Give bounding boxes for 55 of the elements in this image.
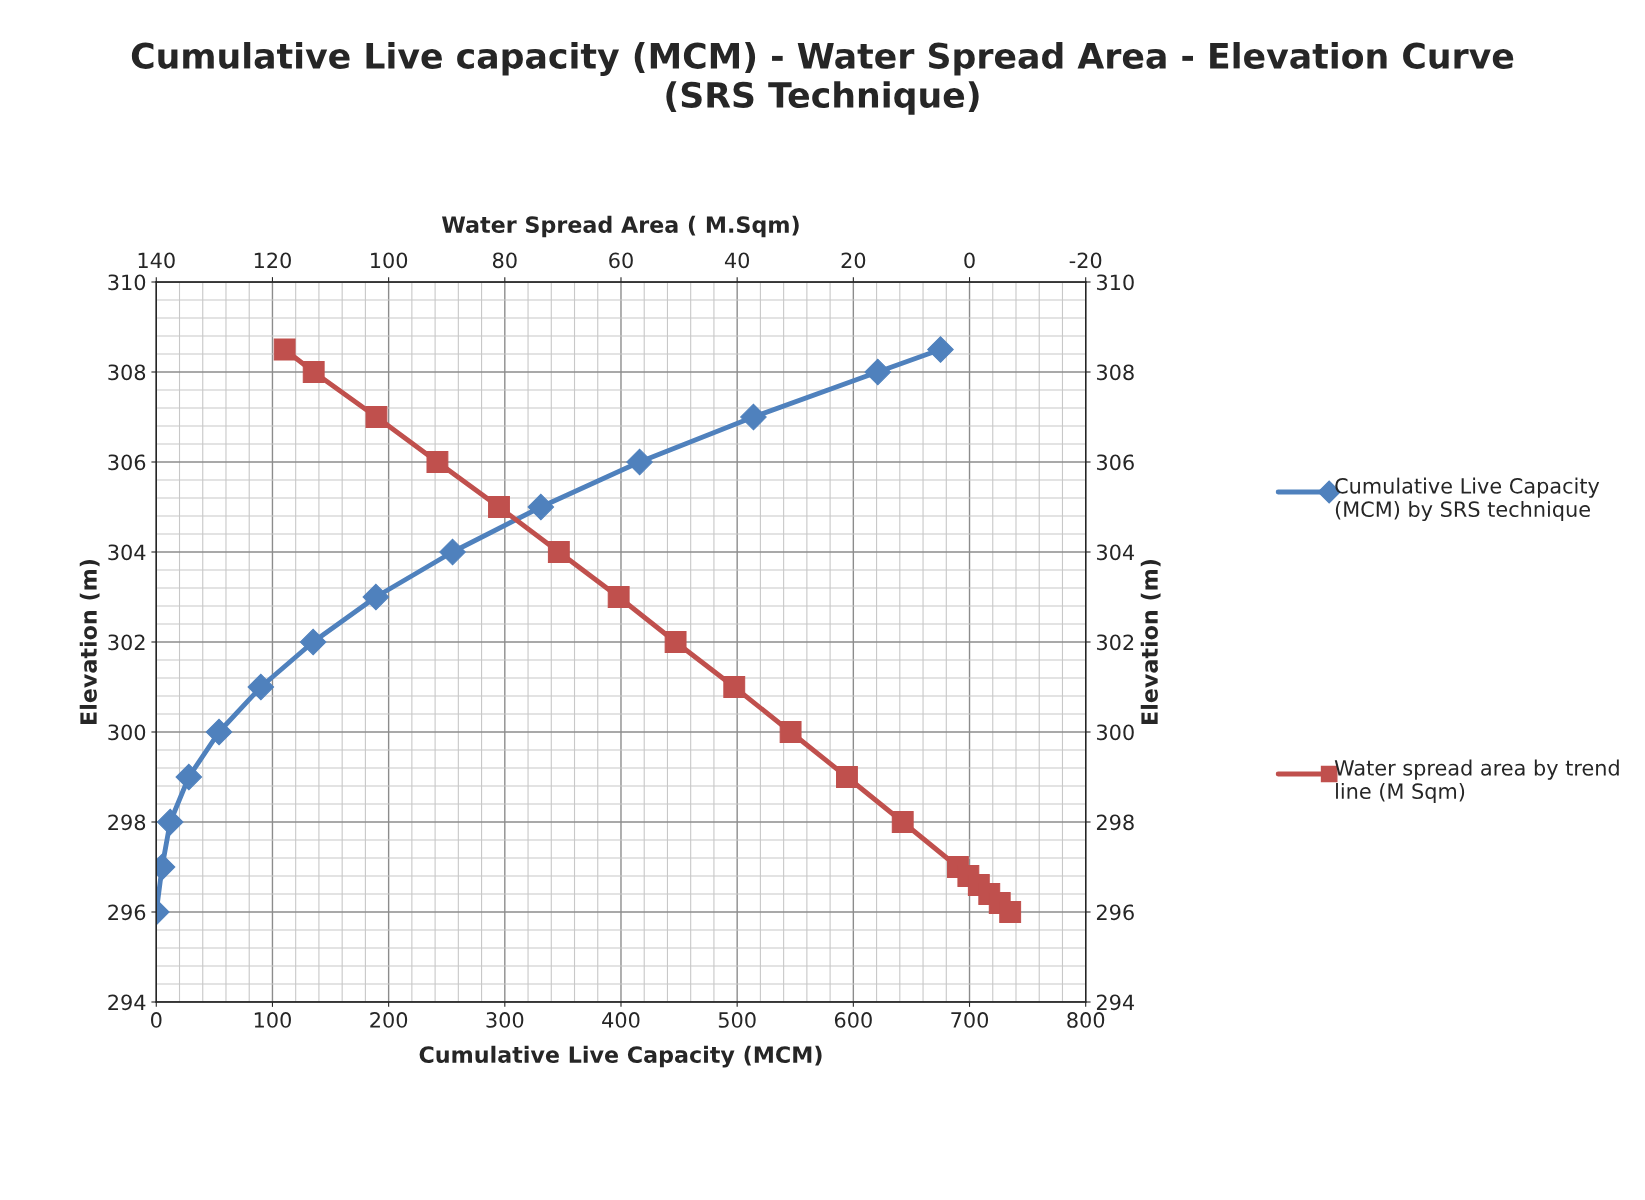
y2-tick-label: 298 — [1096, 814, 1134, 831]
chart-title: Cumulative Live capacity (MCM) - Water Spread Area - Elevation Curve (SRS Technique) — [131, 42, 1514, 115]
x-tick-label: 200 — [370, 1012, 408, 1028]
point — [626, 448, 653, 476]
legend-label: Water spread area by trend line (M Sqm) — [1334, 759, 1619, 804]
y2-tick-label: 302 — [1097, 634, 1134, 651]
y2-tick-label: 310 — [1097, 274, 1134, 291]
y2-tick-label: 294 — [1096, 994, 1135, 1011]
y2-tick-label: 306 — [1097, 454, 1134, 471]
point — [156, 808, 184, 836]
point — [175, 763, 203, 791]
x2-tick-label: 60 — [609, 252, 633, 269]
x2-tick-label: -20 — [1069, 252, 1102, 269]
y2-tick-label: 296 — [1096, 904, 1134, 921]
x2-tick-label: 80 — [492, 252, 517, 269]
point — [927, 336, 954, 363]
y-tick-label: 304 — [108, 544, 146, 561]
x2-tick-label: 140 — [138, 252, 175, 269]
y2-tick-label: 308 — [1097, 364, 1134, 381]
y-tick-label: 302 — [108, 634, 145, 651]
x2-tick-label: 40 — [724, 252, 750, 269]
point — [439, 538, 466, 566]
y2-axis-title: Elevation (m) — [1140, 559, 1161, 724]
x-tick-label: 300 — [486, 1012, 524, 1028]
point — [740, 403, 767, 431]
legend-label: Cumulative Live Capacity (MCM) by SRS technique — [1335, 477, 1600, 522]
x-tick-label: 600 — [834, 1012, 872, 1028]
x2-axis-title: Water Spread Area ( M.Sqm) — [442, 215, 799, 238]
point — [864, 358, 892, 386]
y-tick-label: 310 — [108, 274, 146, 291]
x-axis-title: Cumulative Live Capacity (MCM) — [419, 1045, 822, 1068]
x-tick-label: 0 — [151, 1012, 162, 1028]
point — [362, 583, 390, 611]
x-tick-label: 800 — [1067, 1012, 1105, 1028]
x-tick-label: 100 — [254, 1012, 291, 1028]
y2-tick-label: 300 — [1097, 724, 1134, 741]
x-tick-label: 700 — [951, 1012, 989, 1028]
y-tick-label: 300 — [108, 724, 146, 741]
x-tick-label: 500 — [718, 1012, 756, 1028]
x-tick-label: 400 — [602, 1012, 640, 1028]
y-tick-label: 296 — [108, 904, 146, 921]
point — [205, 718, 233, 746]
y-tick-label: 294 — [108, 994, 146, 1011]
y-axis-title: Elevation (m) — [79, 559, 100, 724]
y-tick-label: 308 — [108, 364, 146, 381]
point — [527, 493, 555, 521]
point — [299, 628, 327, 656]
x2-tick-label: 120 — [254, 252, 291, 269]
x2-tick-label: 0 — [964, 252, 975, 269]
x2-tick-label: 20 — [841, 252, 866, 269]
y2-tick-label: 304 — [1097, 544, 1135, 561]
y-tick-label: 306 — [108, 454, 146, 471]
x2-tick-label: 100 — [371, 252, 408, 269]
y-tick-label: 298 — [108, 814, 146, 831]
point — [247, 673, 275, 701]
